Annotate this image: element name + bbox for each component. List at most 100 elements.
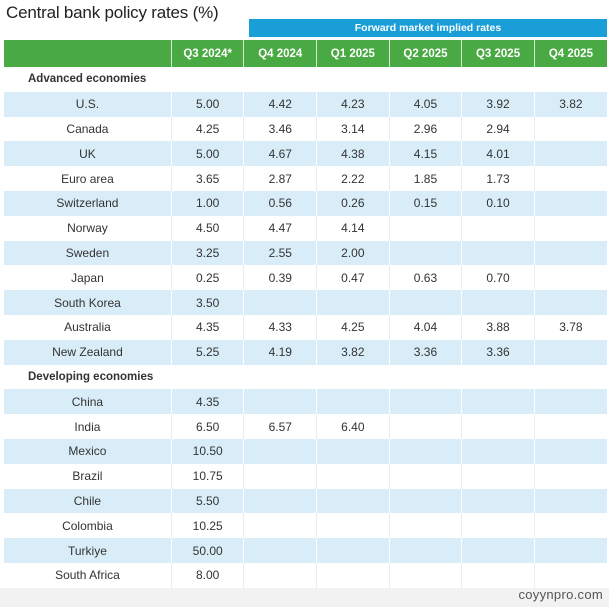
table-row: Australia 4.35 4.33 4.25 4.04 3.88 3.78 (4, 314, 607, 340)
rate-cell (533, 438, 607, 464)
table-row: Brazil 10.75 (4, 463, 607, 489)
rate-cell (461, 438, 535, 464)
footer-bar (0, 588, 609, 607)
column-header: Q4 2025 (533, 40, 607, 67)
rate-cell (533, 215, 607, 241)
section-header-row: Advanced economies (4, 67, 607, 92)
rate-cell (533, 389, 607, 415)
rate-cell: 6.40 (316, 414, 390, 439)
rate-cell (461, 240, 535, 266)
country-cell: New Zealand (4, 339, 172, 365)
rate-cell (533, 463, 607, 489)
rate-cell (461, 389, 535, 415)
rate-cell: 4.04 (388, 314, 462, 340)
rate-cell (461, 290, 535, 315)
table-row: South Korea 3.50 (4, 290, 607, 315)
rate-cell: 1.85 (388, 166, 462, 191)
rate-cell (461, 414, 535, 439)
table-row: India 6.50 6.57 6.40 (4, 414, 607, 439)
rate-cell: 4.14 (316, 215, 390, 241)
rate-cell: 3.14 (316, 116, 390, 142)
rate-cell (316, 463, 390, 489)
rate-cell (533, 290, 607, 315)
rate-cell: 2.55 (243, 240, 317, 266)
rate-cell (461, 463, 535, 489)
rate-cell: 3.65 (170, 166, 244, 191)
rate-cell (461, 538, 535, 563)
rate-cell: 3.88 (461, 314, 535, 340)
policy-rates-table: Q3 2024* Q4 2024 Q1 2025 Q2 2025 Q3 2025… (4, 40, 607, 588)
country-cell: Norway (4, 215, 172, 241)
column-header: Q3 2024* (170, 40, 244, 67)
rate-cell: 1.73 (461, 166, 535, 191)
rate-cell (316, 389, 390, 415)
table-row: Chile 5.50 (4, 488, 607, 514)
table-row: Sweden 3.25 2.55 2.00 (4, 240, 607, 266)
rate-cell: 0.56 (243, 190, 317, 216)
rate-cell: 4.05 (388, 91, 462, 117)
rate-cell: 4.19 (243, 339, 317, 365)
page-title: Central bank policy rates (%) (6, 3, 219, 22)
rate-cell: 4.25 (316, 314, 390, 340)
table-row: Colombia 10.25 (4, 513, 607, 539)
rate-cell (388, 389, 462, 415)
table-row: UK 5.00 4.67 4.38 4.15 4.01 (4, 141, 607, 167)
section-label: Developing economies (4, 364, 607, 390)
country-cell: Brazil (4, 463, 172, 489)
table-row: South Africa 8.00 (4, 562, 607, 588)
rate-cell: 10.25 (170, 513, 244, 539)
rate-cell (461, 215, 535, 241)
rate-cell: 2.96 (388, 116, 462, 142)
rate-cell: 0.39 (243, 265, 317, 291)
rate-cell (316, 562, 390, 588)
rate-cell: 3.36 (388, 339, 462, 365)
rate-cell: 3.50 (170, 290, 244, 315)
rate-cell (316, 290, 390, 315)
rate-cell: 4.67 (243, 141, 317, 167)
rate-cell: 0.15 (388, 190, 462, 216)
rate-cell (316, 438, 390, 464)
rate-cell (388, 438, 462, 464)
rate-cell (243, 513, 317, 539)
rate-cell: 5.00 (170, 91, 244, 117)
country-cell: Mexico (4, 438, 172, 464)
rate-cell: 3.82 (316, 339, 390, 365)
rate-cell (243, 389, 317, 415)
rate-cell: 50.00 (170, 538, 244, 563)
rate-cell: 3.82 (533, 91, 607, 117)
rate-cell (243, 463, 317, 489)
rate-cell (533, 538, 607, 563)
table-row: Mexico 10.50 (4, 438, 607, 464)
rate-cell (388, 513, 462, 539)
column-header (4, 40, 172, 67)
country-cell: Canada (4, 116, 172, 142)
rate-cell: 2.94 (461, 116, 535, 142)
rate-cell (388, 240, 462, 266)
rate-cell: 4.25 (170, 116, 244, 142)
country-cell: China (4, 389, 172, 415)
rate-cell: 6.57 (243, 414, 317, 439)
country-cell: Switzerland (4, 190, 172, 216)
forward-rates-header: Forward market implied rates (249, 19, 607, 37)
rate-cell: 3.92 (461, 91, 535, 117)
rate-cell: 2.00 (316, 240, 390, 266)
rate-cell (316, 513, 390, 539)
rate-cell: 4.47 (243, 215, 317, 241)
rate-cell: 4.35 (170, 389, 244, 415)
column-header-row: Q3 2024* Q4 2024 Q1 2025 Q2 2025 Q3 2025… (4, 40, 607, 67)
rate-cell (533, 265, 607, 291)
rate-cell: 0.63 (388, 265, 462, 291)
country-cell: South Africa (4, 562, 172, 588)
country-cell: U.S. (4, 91, 172, 117)
rate-cell (388, 414, 462, 439)
rate-cell (533, 513, 607, 539)
rate-cell (316, 538, 390, 563)
rate-cell: 0.26 (316, 190, 390, 216)
rate-cell (243, 538, 317, 563)
rate-cell (388, 488, 462, 514)
country-cell: India (4, 414, 172, 439)
rate-cell: 0.10 (461, 190, 535, 216)
country-cell: Euro area (4, 166, 172, 191)
rate-cell (388, 463, 462, 489)
country-cell: Turkiye (4, 538, 172, 563)
